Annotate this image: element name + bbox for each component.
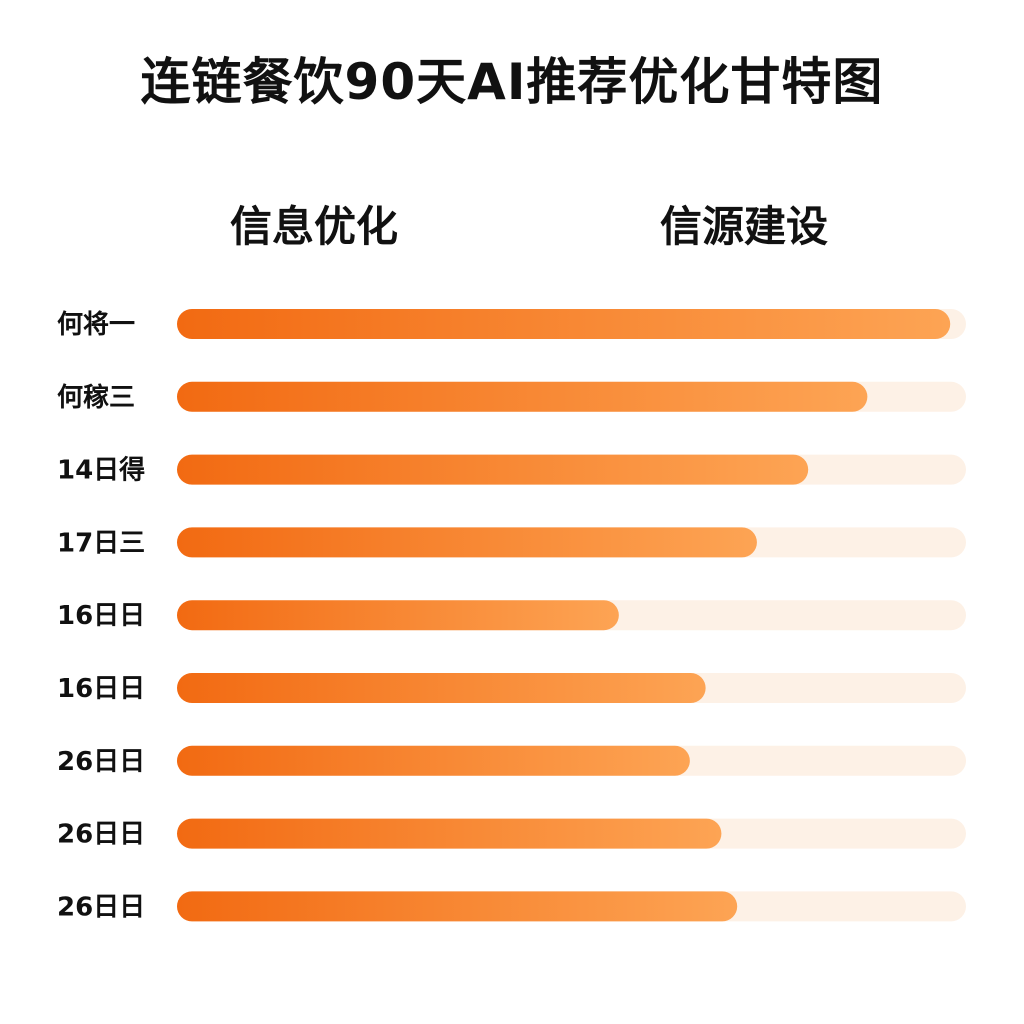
gantt-bar (177, 745, 690, 776)
row-label: 26日日 (57, 892, 145, 922)
gantt-bar (177, 454, 809, 485)
phase-label-info-optimization: 信息优化 (230, 202, 399, 251)
row-label: 14日得 (57, 456, 145, 486)
row-label: 16日日 (57, 674, 145, 704)
row-label: 16日日 (57, 601, 145, 631)
gantt-bar (177, 891, 738, 922)
row-label: 26日日 (57, 747, 145, 777)
gantt-bar (177, 818, 722, 849)
gantt-bar (177, 527, 757, 558)
row-label: 26日日 (57, 820, 145, 850)
gantt-bar (177, 309, 951, 339)
row-label: 何将一 (57, 310, 135, 340)
gantt-bar (177, 673, 706, 703)
gantt-bar (177, 381, 868, 412)
row-label: 17日三 (57, 528, 145, 558)
chart-title: 连链餐饮90天AI推荐优化甘特图 (140, 53, 884, 111)
row-label: 何稼三 (57, 383, 135, 413)
gantt-bar (177, 600, 619, 631)
phase-label-source-building: 信源建设 (660, 202, 829, 251)
